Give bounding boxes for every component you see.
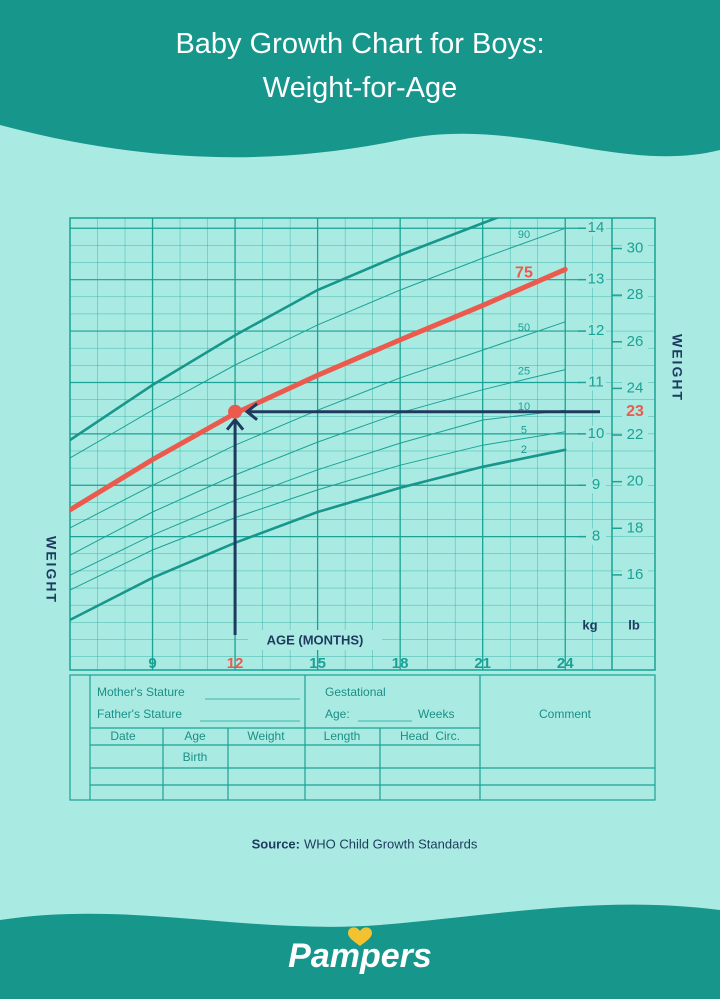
series-line bbox=[70, 369, 566, 556]
tick-bg bbox=[586, 271, 606, 288]
y2-tick-label: 28 bbox=[627, 286, 644, 303]
form-column: Age bbox=[184, 729, 206, 743]
series-label: 2 bbox=[521, 444, 527, 456]
header-band bbox=[0, 0, 720, 158]
tick-bg bbox=[622, 427, 648, 444]
x-tick-label: 21 bbox=[474, 655, 491, 672]
form-lines bbox=[69, 674, 656, 801]
curves bbox=[70, 218, 568, 622]
y-tick-label: 10 bbox=[588, 425, 605, 442]
highlight-point bbox=[228, 404, 243, 419]
title-box: Baby Growth Chart for Boys: Weight-for-A… bbox=[175, 28, 545, 104]
form-column: Weight bbox=[247, 729, 285, 743]
tick-bg bbox=[622, 287, 648, 304]
series-line bbox=[70, 409, 566, 576]
y2-tick-label: 22 bbox=[627, 426, 644, 443]
series-line bbox=[70, 227, 566, 459]
tick-bg bbox=[586, 477, 606, 494]
y-tick-label: 8 bbox=[592, 528, 600, 545]
grid bbox=[69, 218, 655, 670]
form-column: Length bbox=[324, 729, 361, 743]
series-line bbox=[70, 448, 567, 622]
tick-bg bbox=[622, 566, 648, 583]
y2-unit: lb bbox=[628, 617, 640, 632]
highlight-value: 23 bbox=[626, 403, 644, 420]
plot-frame bbox=[69, 217, 656, 671]
series-label: 25 bbox=[518, 366, 530, 378]
arrow-line bbox=[225, 417, 245, 635]
form-label: Comment bbox=[539, 707, 592, 721]
footer-band bbox=[0, 904, 720, 999]
brand-logo: Pampers bbox=[288, 937, 432, 975]
y2-tick-label: 24 bbox=[627, 379, 644, 396]
y-axis-label: WEIGHT bbox=[43, 536, 59, 604]
y2-tick-label: 16 bbox=[627, 566, 644, 583]
form-label: Weeks bbox=[418, 707, 454, 721]
tick-bg bbox=[586, 220, 606, 237]
source-label: Source: bbox=[252, 836, 300, 851]
form-label: Age: bbox=[325, 707, 350, 721]
source: WHO Child Growth Standards bbox=[304, 836, 478, 851]
tick-bg bbox=[622, 402, 648, 421]
form-label: Father's Stature bbox=[97, 707, 182, 721]
series-line bbox=[70, 266, 568, 513]
tick-bg bbox=[622, 520, 648, 537]
y2-tick-label: 20 bbox=[627, 473, 644, 490]
series-label: 10 bbox=[518, 401, 530, 413]
x-label-bg bbox=[248, 630, 382, 650]
x-tick-label: 18 bbox=[392, 655, 409, 672]
form-column: Date bbox=[110, 729, 136, 743]
tick-bg bbox=[586, 528, 606, 545]
y-tick-label: 13 bbox=[588, 271, 605, 288]
tick-bg bbox=[622, 333, 648, 350]
chart-title: Baby Growth Chart for Boys: Weight-for-A… bbox=[175, 28, 545, 104]
y-tick-label: 12 bbox=[588, 322, 605, 339]
tick-bg bbox=[586, 323, 606, 340]
y-tick-label: 9 bbox=[592, 476, 600, 493]
form-label: Gestational bbox=[325, 685, 386, 699]
x-tick-label: 15 bbox=[309, 655, 326, 672]
series-label: 5 bbox=[521, 424, 527, 436]
form: Mother's Stature Father's Stature Gestat… bbox=[97, 685, 592, 764]
series-label: 90 bbox=[518, 229, 530, 241]
series-line bbox=[70, 218, 501, 442]
y-unit: kg bbox=[582, 617, 597, 632]
overlay: 9 12 15 18 21 24 8 9 10 11 12 13 14 16 18 20 22 24 26 28 30 9… bbox=[148, 219, 648, 672]
y2-axis-label: WEIGHT bbox=[669, 334, 685, 402]
x-tick-label: 9 bbox=[148, 655, 156, 672]
brand-heart bbox=[348, 927, 372, 946]
form-column: Head Circ. bbox=[400, 729, 460, 743]
tick-bg bbox=[586, 425, 606, 442]
series-line bbox=[70, 431, 566, 591]
series-line bbox=[70, 321, 566, 529]
arrow-line bbox=[244, 402, 600, 421]
y-tick-label: 14 bbox=[588, 219, 605, 236]
tick-bg bbox=[622, 473, 648, 490]
tick-bg bbox=[622, 240, 648, 257]
x-tick-label: 24 bbox=[557, 655, 574, 672]
form-row: Birth bbox=[183, 750, 208, 764]
y2-tick-label: 18 bbox=[627, 519, 644, 536]
tick-bg bbox=[586, 374, 606, 391]
series-label: 50 bbox=[518, 322, 530, 334]
form-label: Mother's Stature bbox=[97, 685, 185, 699]
tick-bg bbox=[622, 380, 648, 397]
series-label: 75 bbox=[515, 265, 533, 282]
y2-tick-label: 26 bbox=[627, 333, 644, 350]
x-tick-label: 12 bbox=[227, 655, 244, 672]
y-tick-label: 11 bbox=[588, 373, 604, 390]
x-axis-label: AGE (MONTHS) bbox=[267, 632, 364, 647]
y2-tick-label: 30 bbox=[627, 240, 644, 257]
